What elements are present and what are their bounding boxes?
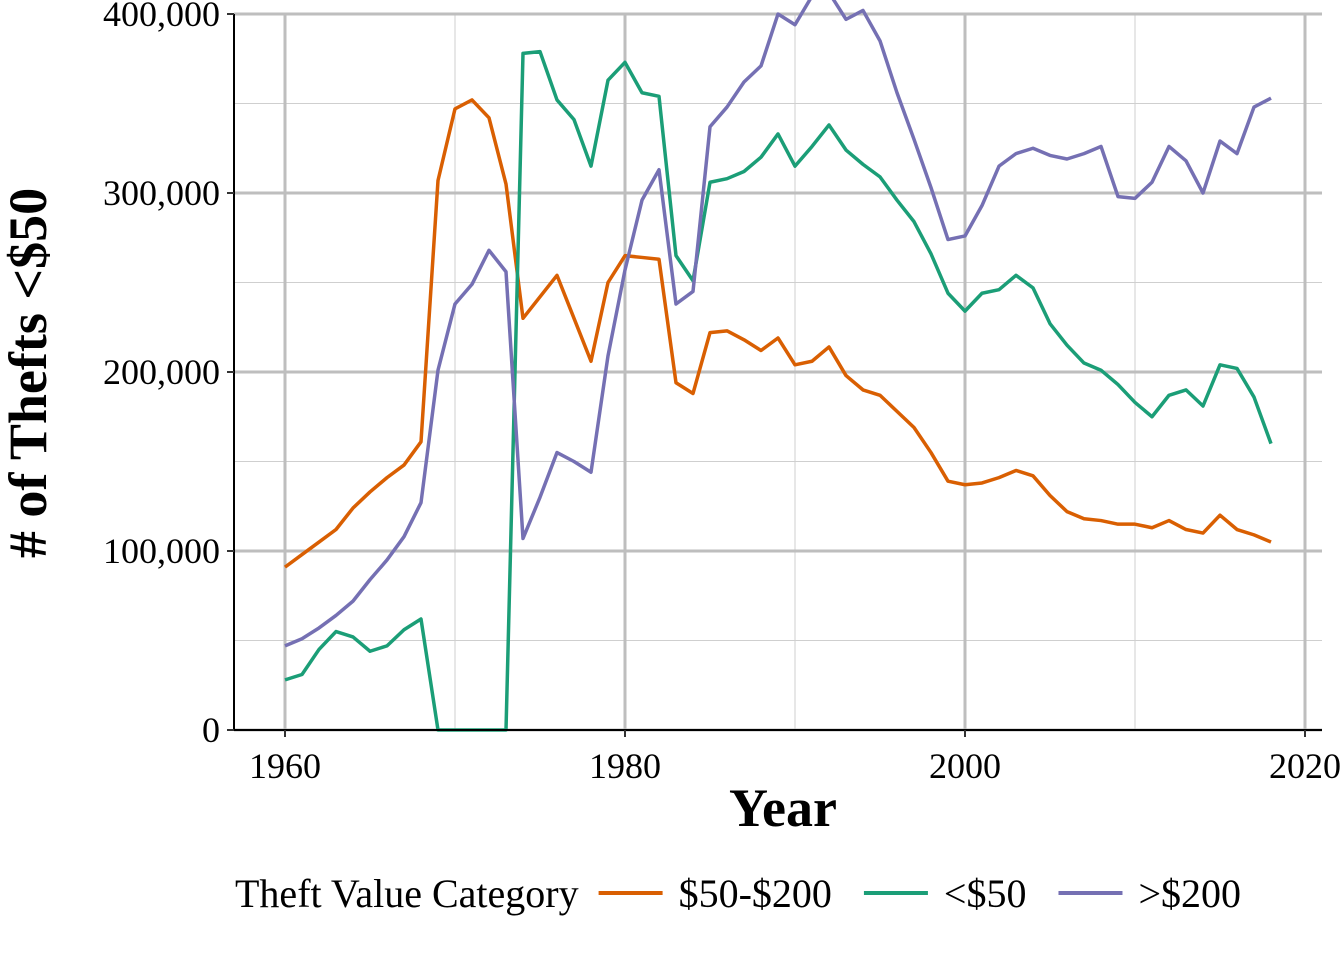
x-tick-label: 2000 <box>929 746 1001 786</box>
legend-title: Theft Value Category <box>235 871 579 916</box>
x-tick-label: 1980 <box>589 746 661 786</box>
y-axis-title: # of Thefts <$50 <box>0 188 58 558</box>
y-axis-ticks: 0 100,000 200,000 300,000 400,000 <box>103 0 234 750</box>
legend-label: <$50 <box>944 871 1027 916</box>
y-tick-label: 400,000 <box>103 0 220 34</box>
y-tick-label: 0 <box>202 710 220 750</box>
y-tick-label: 100,000 <box>103 531 220 571</box>
x-tick-label: 2020 <box>1269 746 1341 786</box>
y-tick-label: 200,000 <box>103 352 220 392</box>
y-tick-label: 300,000 <box>103 173 220 213</box>
series-lines <box>283 0 1273 732</box>
minor-gridlines <box>234 14 1322 730</box>
major-gridlines <box>234 12 1322 732</box>
legend: Theft Value Category $50-$200 <$50 >$200 <box>235 871 1241 916</box>
series-line <box>283 98 1272 569</box>
series-line <box>284 0 1272 648</box>
x-axis-ticks: 1960 1980 2000 2020 <box>249 730 1341 786</box>
legend-items: $50-$200 <$50 >$200 <box>598 871 1241 916</box>
x-tick-label: 1960 <box>249 746 321 786</box>
legend-label: >$200 <box>1138 871 1241 916</box>
x-axis-title: Year <box>729 778 837 838</box>
legend-label: $50-$200 <box>679 871 832 916</box>
series-line <box>284 49 1273 732</box>
